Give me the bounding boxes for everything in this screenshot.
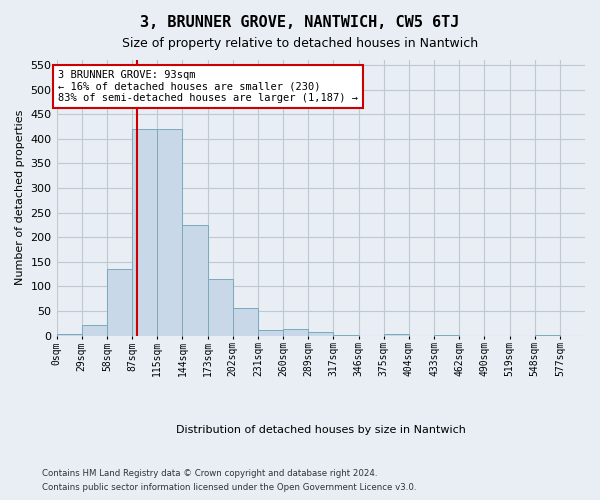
Text: Contains public sector information licensed under the Open Government Licence v3: Contains public sector information licen… [42, 484, 416, 492]
Bar [308, 332, 334, 336]
Bar [157, 129, 182, 336]
Bar [82, 325, 107, 336]
Bar [56, 334, 82, 336]
Bar [132, 129, 157, 336]
Bar [182, 225, 208, 336]
Bar [383, 334, 409, 336]
Bar [233, 308, 258, 336]
Y-axis label: Number of detached properties: Number of detached properties [15, 110, 25, 286]
Bar [258, 330, 283, 336]
X-axis label: Distribution of detached houses by size in Nantwich: Distribution of detached houses by size … [176, 425, 466, 435]
Bar [208, 279, 233, 336]
Bar [434, 334, 459, 336]
Text: 3, BRUNNER GROVE, NANTWICH, CW5 6TJ: 3, BRUNNER GROVE, NANTWICH, CW5 6TJ [140, 15, 460, 30]
Text: Contains HM Land Registry data © Crown copyright and database right 2024.: Contains HM Land Registry data © Crown c… [42, 468, 377, 477]
Text: 3 BRUNNER GROVE: 93sqm
← 16% of detached houses are smaller (230)
83% of semi-de: 3 BRUNNER GROVE: 93sqm ← 16% of detached… [58, 70, 358, 103]
Text: Size of property relative to detached houses in Nantwich: Size of property relative to detached ho… [122, 38, 478, 51]
Bar [107, 269, 132, 336]
Bar [283, 328, 308, 336]
